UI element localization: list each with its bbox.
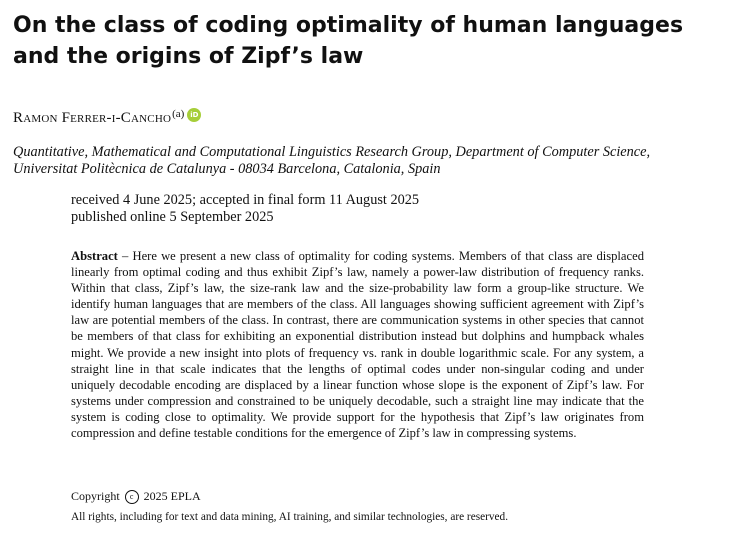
orcid-icon[interactable]: iD xyxy=(187,107,202,122)
abstract-label: Abstract xyxy=(71,249,118,263)
copyright-icon: c xyxy=(124,490,139,504)
copyright-holder: 2025 EPLA xyxy=(143,489,201,503)
rights-notice: All rights, including for text and data … xyxy=(71,511,509,523)
author-name: Ramon Ferrer-i-Cancho xyxy=(13,110,172,126)
published-date: published online 5 September 2025 xyxy=(71,209,274,225)
paper-title: On the class of coding optimality of hum… xyxy=(13,13,684,69)
affiliation-mark: (a) xyxy=(172,107,185,120)
copyright: Copyright c 2025 EPLA xyxy=(71,489,201,505)
affiliation-line-2: Universitat Politècnica de Catalunya - 0… xyxy=(13,161,441,177)
received-accepted-date: received 4 June 2025; accepted in final … xyxy=(71,192,420,208)
affiliation-line-1: Quantitative, Mathematical and Computati… xyxy=(13,144,651,160)
abstract-text: – Here we present a new class of optimal… xyxy=(71,249,645,441)
author-line: Ramon Ferrer-i-Cancho (a) iD xyxy=(13,107,202,127)
copyright-prefix: Copyright xyxy=(71,489,120,503)
affiliation: Quantitative, Mathematical and Computati… xyxy=(13,144,728,178)
publication-dates: received 4 June 2025; accepted in final … xyxy=(71,192,419,226)
abstract: Abstract – Here we present a new class o… xyxy=(71,248,644,441)
